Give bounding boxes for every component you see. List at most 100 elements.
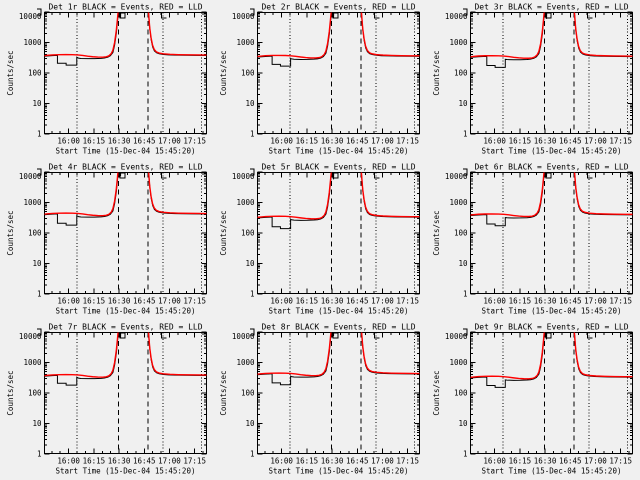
flag-bracket-icon (37, 8, 42, 16)
lld-curve (470, 172, 633, 218)
y-tick-label: 1000 (236, 198, 255, 207)
y-tick-label: 10000 (19, 332, 42, 341)
x-tick-label: 16:15 (296, 297, 319, 306)
y-axis-title: Counts/sec (432, 370, 441, 415)
y-axis-title: Counts/sec (6, 50, 15, 95)
x-tick-label: 16:15 (509, 137, 532, 146)
y-axis-title: Counts/sec (432, 210, 441, 255)
x-tick-label: 16:00 (483, 297, 506, 306)
flag-square-icon (545, 12, 552, 19)
flag-bracket-icon (250, 328, 255, 336)
y-tick-label: 100 (454, 229, 468, 238)
y-tick-label: 1000 (23, 358, 42, 367)
y-tick-label: 100 (241, 229, 255, 238)
flag-square-icon (545, 172, 552, 179)
y-tick-label: 1 (37, 290, 42, 299)
y-tick-label: 10000 (19, 172, 42, 181)
plot-frame (470, 332, 633, 454)
x-tick-label: 16:30 (534, 137, 557, 146)
x-axis-title: Start Time (15-Dec-04 15:45:20) (482, 467, 622, 476)
x-tick-label: 17:00 (371, 297, 394, 306)
y-tick-label: 100 (28, 389, 42, 398)
x-tick-label: 17:00 (158, 457, 181, 466)
y-tick-label: 100 (241, 69, 255, 78)
lld-curve (44, 332, 207, 378)
panel-det-8r: 1 10 100 1000 10000 16:00 16:15 16:30 16:45 17:00… (219, 323, 420, 476)
x-axis-title: Start Time (15-Dec-04 15:45:20) (56, 467, 196, 476)
x-tick-label: 16:45 (133, 457, 156, 466)
flag-square-icon (119, 12, 126, 19)
x-tick-label: 16:30 (321, 457, 344, 466)
x-tick-label: 17:15 (396, 457, 419, 466)
x-axis-title: Start Time (15-Dec-04 15:45:20) (269, 467, 409, 476)
x-tick-label: 16:15 (83, 137, 106, 146)
y-axis-title: Counts/sec (219, 50, 228, 95)
flag-L-icon (374, 332, 380, 339)
flag-bracket-icon (463, 168, 468, 176)
panel-det-3r: 1 10 100 1000 10000 16:00 16:15 16:30 16:45 17:00… (432, 3, 633, 156)
x-tick-label: 17:00 (584, 457, 607, 466)
flag-bracket-icon (250, 8, 255, 16)
x-tick-label: 16:15 (509, 457, 532, 466)
x-tick-label: 16:30 (534, 297, 557, 306)
lld-curve (257, 172, 420, 220)
panel-title: Det 1r BLACK = Events, RED = LLD (48, 3, 202, 12)
y-tick-label: 100 (28, 69, 42, 78)
y-tick-label: 1000 (23, 38, 42, 47)
y-tick-label: 1000 (449, 358, 468, 367)
y-tick-label: 1000 (236, 358, 255, 367)
lld-curve (44, 12, 207, 58)
panel-title: Det 6r BLACK = Events, RED = LLD (474, 163, 628, 172)
lld-curve (470, 332, 633, 380)
x-tick-label: 16:30 (321, 137, 344, 146)
flag-square-icon (119, 172, 126, 179)
y-tick-label: 100 (454, 389, 468, 398)
x-tick-label: 16:00 (57, 457, 80, 466)
y-tick-label: 10000 (232, 12, 255, 21)
panel-det-6r: 1 10 100 1000 10000 16:00 16:15 16:30 16:45 17:00… (432, 163, 633, 316)
panel-det-5r: 1 10 100 1000 10000 16:00 16:15 16:30 16:45 17:00… (219, 163, 420, 316)
x-tick-label: 17:15 (396, 137, 419, 146)
y-tick-label: 1 (463, 450, 468, 459)
x-tick-label: 16:30 (321, 297, 344, 306)
flag-square-icon (332, 12, 339, 19)
panel-title: Det 3r BLACK = Events, RED = LLD (474, 3, 628, 12)
x-tick-label: 17:15 (183, 137, 206, 146)
x-tick-label: 16:30 (108, 457, 131, 466)
plot-frame (44, 172, 207, 294)
x-tick-label: 16:15 (296, 457, 319, 466)
x-tick-label: 16:00 (57, 137, 80, 146)
plot-frame (257, 172, 420, 294)
x-tick-label: 16:45 (559, 457, 582, 466)
panel-det-9r: 1 10 100 1000 10000 16:00 16:15 16:30 16:45 17:00… (432, 323, 633, 476)
flag-square-icon (119, 332, 126, 339)
plot-frame (257, 12, 420, 134)
x-tick-label: 16:00 (483, 457, 506, 466)
flag-L-icon (587, 172, 593, 179)
x-tick-label: 17:00 (371, 457, 394, 466)
x-tick-label: 17:15 (609, 457, 632, 466)
x-tick-label: 16:00 (57, 297, 80, 306)
y-tick-label: 1 (250, 450, 255, 459)
panel-title: Det 8r BLACK = Events, RED = LLD (261, 323, 415, 332)
lld-curve (257, 332, 420, 377)
y-tick-label: 10 (32, 419, 42, 428)
y-tick-label: 10000 (232, 172, 255, 181)
x-tick-label: 16:45 (346, 137, 369, 146)
y-tick-label: 10 (458, 259, 468, 268)
plot-frame (44, 332, 207, 454)
y-tick-label: 1 (250, 290, 255, 299)
x-tick-label: 16:30 (108, 137, 131, 146)
x-tick-label: 16:00 (270, 297, 293, 306)
plot-frame (470, 172, 633, 294)
x-tick-label: 16:45 (346, 297, 369, 306)
x-tick-label: 16:45 (346, 457, 369, 466)
panel-title: Det 7r BLACK = Events, RED = LLD (48, 323, 202, 332)
panel-det-2r: 1 10 100 1000 10000 16:00 16:15 16:30 16:45 17:00… (219, 3, 420, 156)
y-tick-label: 1 (37, 450, 42, 459)
y-tick-label: 1 (463, 290, 468, 299)
flag-square-icon (332, 332, 339, 339)
y-axis-title: Counts/sec (219, 210, 228, 255)
x-axis-title: Start Time (15-Dec-04 15:45:20) (269, 147, 409, 156)
